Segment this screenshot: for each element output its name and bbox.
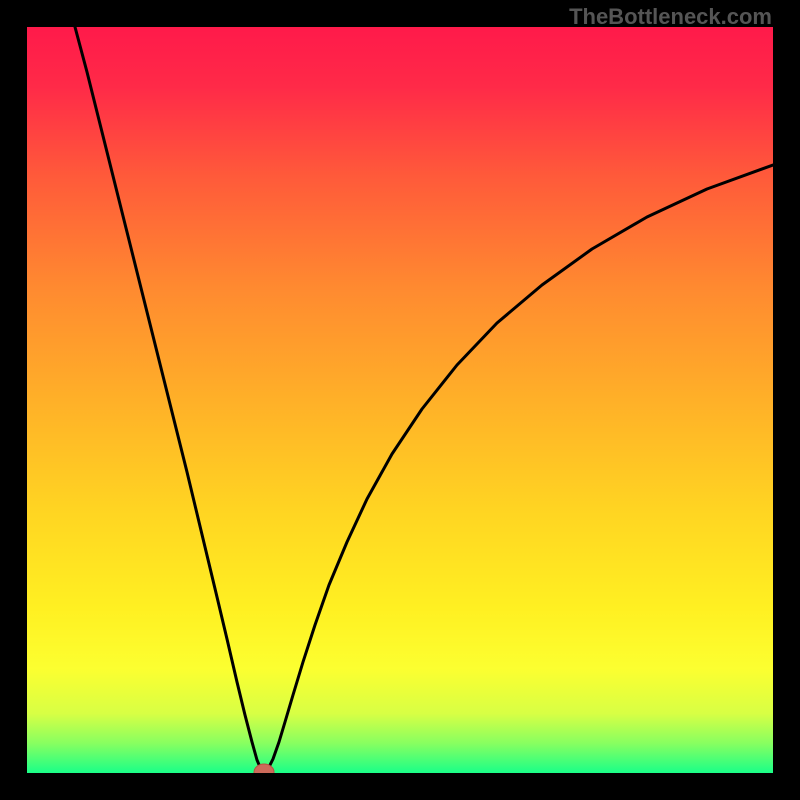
watermark-text: TheBottleneck.com — [569, 4, 772, 30]
plot-area — [27, 27, 773, 773]
bottleneck-curve — [27, 27, 773, 773]
